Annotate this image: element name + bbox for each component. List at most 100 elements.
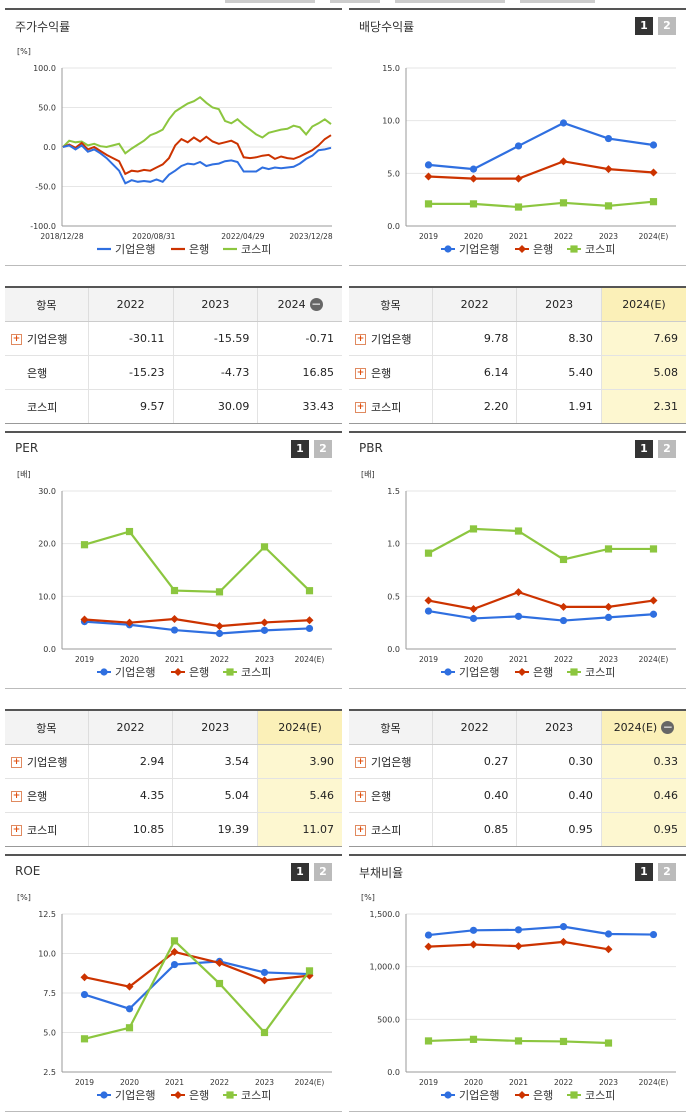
x-tick-label: 2023 <box>599 232 618 241</box>
x-tick-label: 2023 <box>599 655 618 664</box>
table-cell: 33.43 <box>257 389 342 424</box>
data-point <box>125 527 134 536</box>
row-name: 기업은행 <box>27 755 68 769</box>
table-row: + 코스피 10.85 19.39 11.07 <box>5 812 342 847</box>
expand-icon[interactable]: + <box>355 757 366 768</box>
unit-label: [%] <box>17 893 31 902</box>
row-label: + 은행 <box>5 778 89 813</box>
expand-icon[interactable]: + <box>11 825 22 836</box>
collapse-icon[interactable]: − <box>309 297 323 312</box>
data-point <box>604 202 613 210</box>
data-point <box>444 245 452 253</box>
table-row: 은행 -15.23 -4.73 16.85 <box>5 355 342 390</box>
page-1-button[interactable]: 1 <box>291 440 309 458</box>
data-point <box>604 134 613 143</box>
y-tick-label: 10.0 <box>38 592 56 601</box>
row-name: 기업은행 <box>27 332 68 346</box>
legend-label: 은행 <box>189 1089 209 1102</box>
column-header: 2023 <box>172 286 258 322</box>
data-point <box>424 607 433 615</box>
x-tick-label: 2019 <box>419 1078 438 1087</box>
series-line <box>84 950 310 988</box>
data-point <box>514 142 523 150</box>
column-header: 2022 <box>431 709 517 745</box>
table-cell: 5.40 <box>516 355 602 390</box>
legend-label: 기업은행 <box>459 243 499 256</box>
table-cell: 10.85 <box>87 812 173 847</box>
x-tick-label: 2021 <box>509 1078 528 1087</box>
chart-debt: [%] 1,500.0 1,000.0 500.0 0.0 2019 2020 2021 202… <box>361 893 676 1102</box>
page-2-button[interactable]: 2 <box>314 863 332 881</box>
expand-icon[interactable]: + <box>355 791 366 802</box>
x-tick-label: 2019 <box>75 655 94 664</box>
data-point <box>215 629 224 638</box>
y-tick-label: 30.0 <box>38 487 56 496</box>
expand-icon[interactable]: + <box>11 791 22 802</box>
row-name: 코스피 <box>27 400 58 414</box>
y-tick-label: 15.0 <box>382 64 400 73</box>
expand-icon[interactable]: + <box>355 402 366 413</box>
legend-label: 기업은행 <box>115 666 155 679</box>
data-point <box>305 616 314 625</box>
table-cell: 5.08 <box>600 355 686 390</box>
data-point <box>170 586 179 595</box>
data-point <box>559 157 568 166</box>
y-tick-label: 0.0 <box>43 645 56 654</box>
table-cell: 0.33 <box>600 744 686 779</box>
page-2-button[interactable]: 2 <box>658 440 676 458</box>
page-1-button[interactable]: 1 <box>635 863 653 881</box>
data-point <box>649 198 658 206</box>
data-point <box>305 971 314 980</box>
series-line <box>84 620 310 635</box>
legend-label: 은행 <box>533 666 553 679</box>
data-point <box>170 960 179 969</box>
y-tick-label: 500.0 <box>377 1015 400 1024</box>
x-tick-label: 2024(E) <box>639 1078 669 1087</box>
panel-title: PBR <box>359 441 383 455</box>
row-label: + 기업은행 <box>349 744 433 779</box>
column-header: 2023 <box>516 709 602 745</box>
page-2-button[interactable]: 2 <box>658 863 676 881</box>
data-point <box>80 1035 89 1043</box>
data-point <box>305 587 314 595</box>
data-point <box>305 967 314 975</box>
row-name: 코스피 <box>371 823 402 837</box>
legend-label: 기업은행 <box>459 666 499 679</box>
data-point <box>570 245 578 253</box>
expand-icon[interactable]: + <box>11 757 22 768</box>
expand-icon[interactable]: + <box>11 334 22 345</box>
data-point <box>559 119 568 127</box>
expand-icon[interactable]: + <box>355 368 366 379</box>
page-2-button[interactable]: 2 <box>658 17 676 35</box>
page-1-button[interactable]: 1 <box>635 440 653 458</box>
row-label: + 코스피 <box>5 812 89 847</box>
table-cell: 11.07 <box>257 812 342 847</box>
data-point <box>559 937 568 946</box>
page-2-button[interactable]: 2 <box>314 440 332 458</box>
table-cell: 0.95 <box>600 812 686 847</box>
y-tick-label: 1.0 <box>387 540 400 549</box>
data-point <box>514 588 523 597</box>
table-cell: 0.85 <box>431 812 517 847</box>
expand-icon[interactable]: + <box>355 334 366 345</box>
data-point <box>80 541 89 549</box>
legend-label: 코스피 <box>585 243 615 256</box>
row-label: + 기업은행 <box>5 321 89 356</box>
data-point <box>604 613 613 621</box>
data-point <box>570 668 578 676</box>
data-point <box>80 615 89 624</box>
data-point <box>260 976 269 985</box>
table-cell: 1.91 <box>516 389 602 424</box>
table-per: 항목 2022 2023 2024(E) + 기업은행 2.94 3.54 3.90 + 은행 4.3… <box>5 709 342 847</box>
legend-label: 코스피 <box>241 666 271 679</box>
expand-icon[interactable]: + <box>355 825 366 836</box>
data-point <box>469 604 478 613</box>
page-1-button[interactable]: 1 <box>291 863 309 881</box>
collapse-icon[interactable]: − <box>661 720 675 735</box>
data-point <box>100 668 108 676</box>
row-name: 코스피 <box>27 823 58 837</box>
page-1-button[interactable]: 1 <box>635 17 653 35</box>
data-point <box>170 614 179 623</box>
data-point <box>215 622 224 631</box>
